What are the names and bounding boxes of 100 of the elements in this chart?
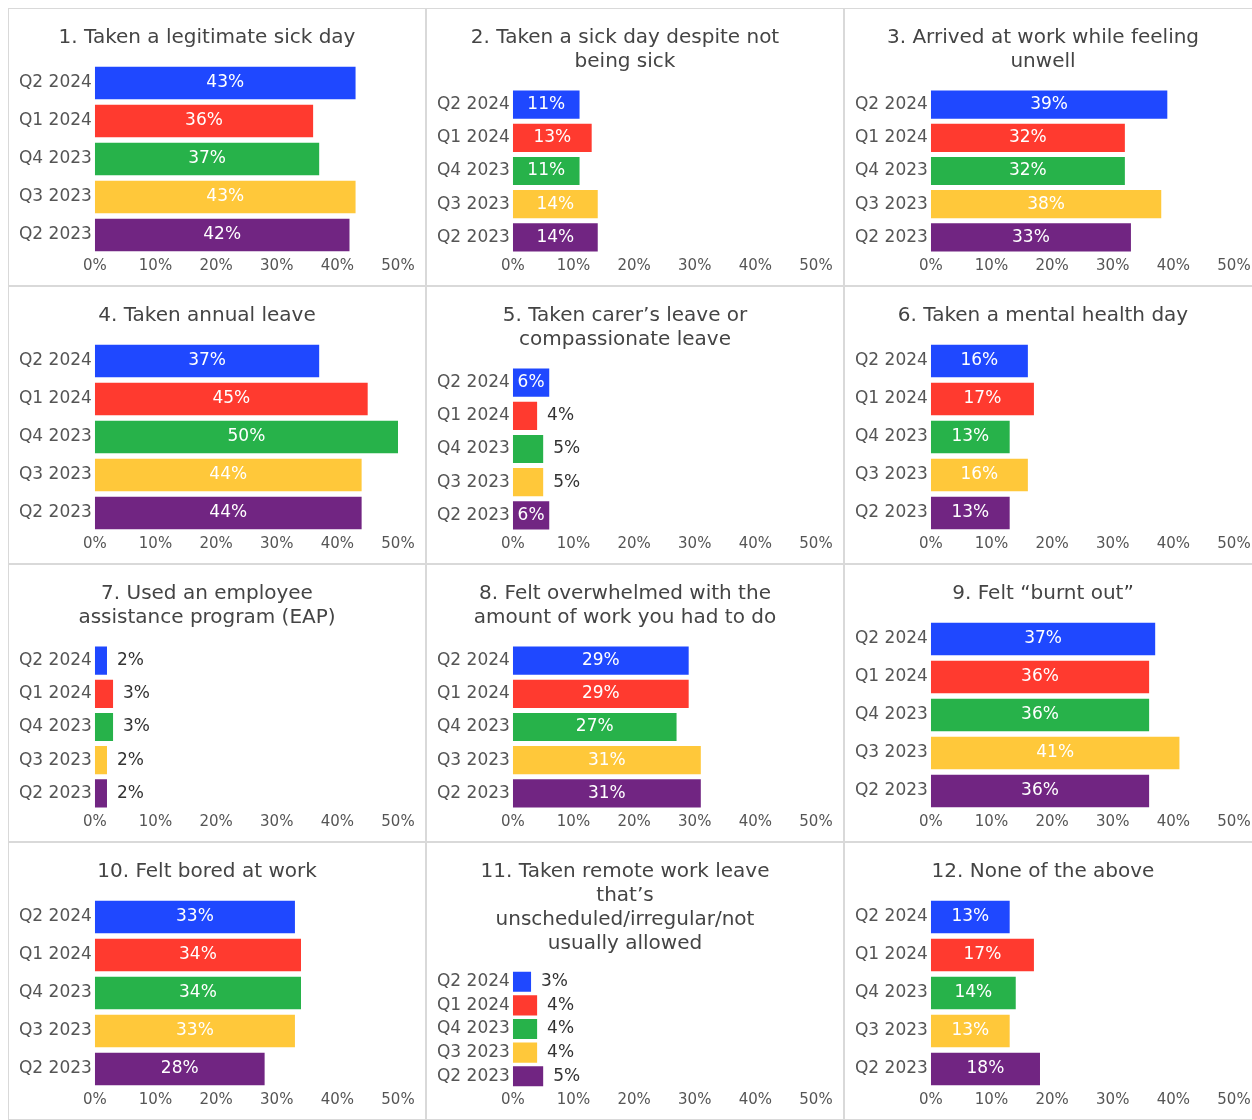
data-label: 2% xyxy=(116,649,144,670)
y-tick-label: Q1 2024 xyxy=(854,126,928,147)
y-tick-label: Q2 2023 xyxy=(18,781,92,802)
chart-title: 10. Felt bored at work xyxy=(97,858,318,883)
y-tick-label: Q2 2024 xyxy=(18,71,92,92)
x-tick-label: 30% xyxy=(260,533,294,552)
data-label: 5% xyxy=(553,470,581,491)
x-tick-label: 30% xyxy=(1096,255,1130,274)
data-label: 34% xyxy=(179,943,217,964)
x-tick-label: 30% xyxy=(260,1089,294,1108)
data-label: 3% xyxy=(123,715,151,736)
x-tick-label: 40% xyxy=(738,1089,773,1108)
y-tick-label: Q2 2023 xyxy=(18,223,92,244)
bar xyxy=(512,746,701,775)
x-tick-label: 40% xyxy=(1156,255,1191,274)
y-tick-label: Q4 2023 xyxy=(854,159,928,180)
data-label: 4% xyxy=(547,404,575,425)
y-tick-label: Q2 2023 xyxy=(18,501,92,522)
bar xyxy=(94,218,350,252)
bar xyxy=(930,382,1034,416)
data-label: 4% xyxy=(547,1017,575,1038)
x-tick-label: 20% xyxy=(617,811,651,830)
x-tick-label: 20% xyxy=(199,533,233,552)
x-tick-label: 40% xyxy=(1156,811,1191,830)
bar xyxy=(930,938,1034,972)
y-tick-label: Q2 2024 xyxy=(18,349,92,370)
bar xyxy=(512,223,598,252)
data-label: 4% xyxy=(547,1041,575,1062)
bar xyxy=(94,1052,265,1086)
x-tick-label: 30% xyxy=(678,255,712,274)
bar xyxy=(512,995,538,1016)
bar xyxy=(930,344,1028,378)
x-tick-label: 50% xyxy=(381,811,415,830)
x-tick-label: 20% xyxy=(1035,533,1069,552)
chart-title: 7. Used an employee assistance program (EAP) xyxy=(78,580,336,629)
data-label: 36% xyxy=(1021,779,1059,800)
data-label: 32% xyxy=(1008,159,1047,180)
x-tick-label: 50% xyxy=(799,811,833,830)
data-label: 42% xyxy=(203,223,242,244)
y-tick-label: Q1 2024 xyxy=(854,387,928,408)
x-tick-label: 10% xyxy=(556,811,591,830)
x-tick-label: 50% xyxy=(799,255,833,274)
x-tick-label: 10% xyxy=(556,533,591,552)
bar xyxy=(94,344,320,378)
x-tick-label: 10% xyxy=(138,811,173,830)
data-label: 33% xyxy=(1012,225,1050,246)
chart-title: 4. Taken annual leave xyxy=(98,302,316,327)
data-label: 36% xyxy=(185,109,223,130)
data-label: 3% xyxy=(123,682,151,703)
y-tick-label: Q4 2023 xyxy=(854,425,928,446)
y-tick-label: Q2 2024 xyxy=(18,649,92,670)
x-tick-label: 0% xyxy=(82,533,107,552)
x-tick-label: 20% xyxy=(617,255,651,274)
data-label: 41% xyxy=(1036,741,1075,762)
data-label: 17% xyxy=(963,943,1002,964)
data-label: 16% xyxy=(960,349,999,370)
x-tick-label: 40% xyxy=(320,255,355,274)
bar xyxy=(930,458,1028,492)
data-label: 38% xyxy=(1027,192,1065,213)
y-tick-label: Q2 2024 xyxy=(436,93,510,114)
bar xyxy=(930,698,1150,732)
chart-title: 3. Arrived at work while feeling unwell xyxy=(886,24,1200,73)
data-label: 6% xyxy=(517,371,545,392)
x-tick-label: 0% xyxy=(918,533,943,552)
chart-title: 12. None of the above xyxy=(931,858,1155,883)
bar xyxy=(930,736,1180,770)
data-label: 43% xyxy=(206,71,245,92)
data-label: 11% xyxy=(527,93,566,114)
bar xyxy=(512,468,544,497)
data-label: 28% xyxy=(160,1057,199,1078)
data-label: 31% xyxy=(587,748,626,769)
x-tick-label: 40% xyxy=(320,1089,355,1108)
bar xyxy=(930,900,1010,934)
y-tick-label: Q1 2024 xyxy=(436,993,510,1014)
bar xyxy=(94,496,362,530)
x-tick-label: 40% xyxy=(738,255,773,274)
y-tick-label: Q1 2024 xyxy=(854,943,928,964)
bar xyxy=(930,1014,1010,1048)
x-tick-label: 50% xyxy=(1217,811,1251,830)
y-tick-label: Q2 2023 xyxy=(854,501,928,522)
chart-title: 5. Taken carer’s leave or compassionate leave xyxy=(502,302,749,351)
x-tick-label: 10% xyxy=(974,1089,1009,1108)
x-tick-label: 20% xyxy=(199,255,233,274)
y-tick-label: Q4 2023 xyxy=(854,703,928,724)
data-label: 50% xyxy=(227,425,266,446)
bar xyxy=(512,971,532,992)
y-tick-label: Q2 2023 xyxy=(854,779,928,800)
y-tick-label: Q2 2023 xyxy=(436,781,510,802)
y-tick-label: Q3 2023 xyxy=(854,741,928,762)
y-tick-label: Q3 2023 xyxy=(18,463,92,484)
data-label: 14% xyxy=(536,225,575,246)
y-tick-label: Q2 2023 xyxy=(854,225,928,246)
bar xyxy=(94,900,295,934)
data-label: 2% xyxy=(116,748,144,769)
x-tick-label: 50% xyxy=(381,533,415,552)
chart-title: 6. Taken a mental health day xyxy=(897,302,1189,327)
x-tick-label: 50% xyxy=(1217,255,1251,274)
bar xyxy=(930,622,1156,656)
data-label: 13% xyxy=(951,905,990,926)
bar xyxy=(94,458,362,492)
